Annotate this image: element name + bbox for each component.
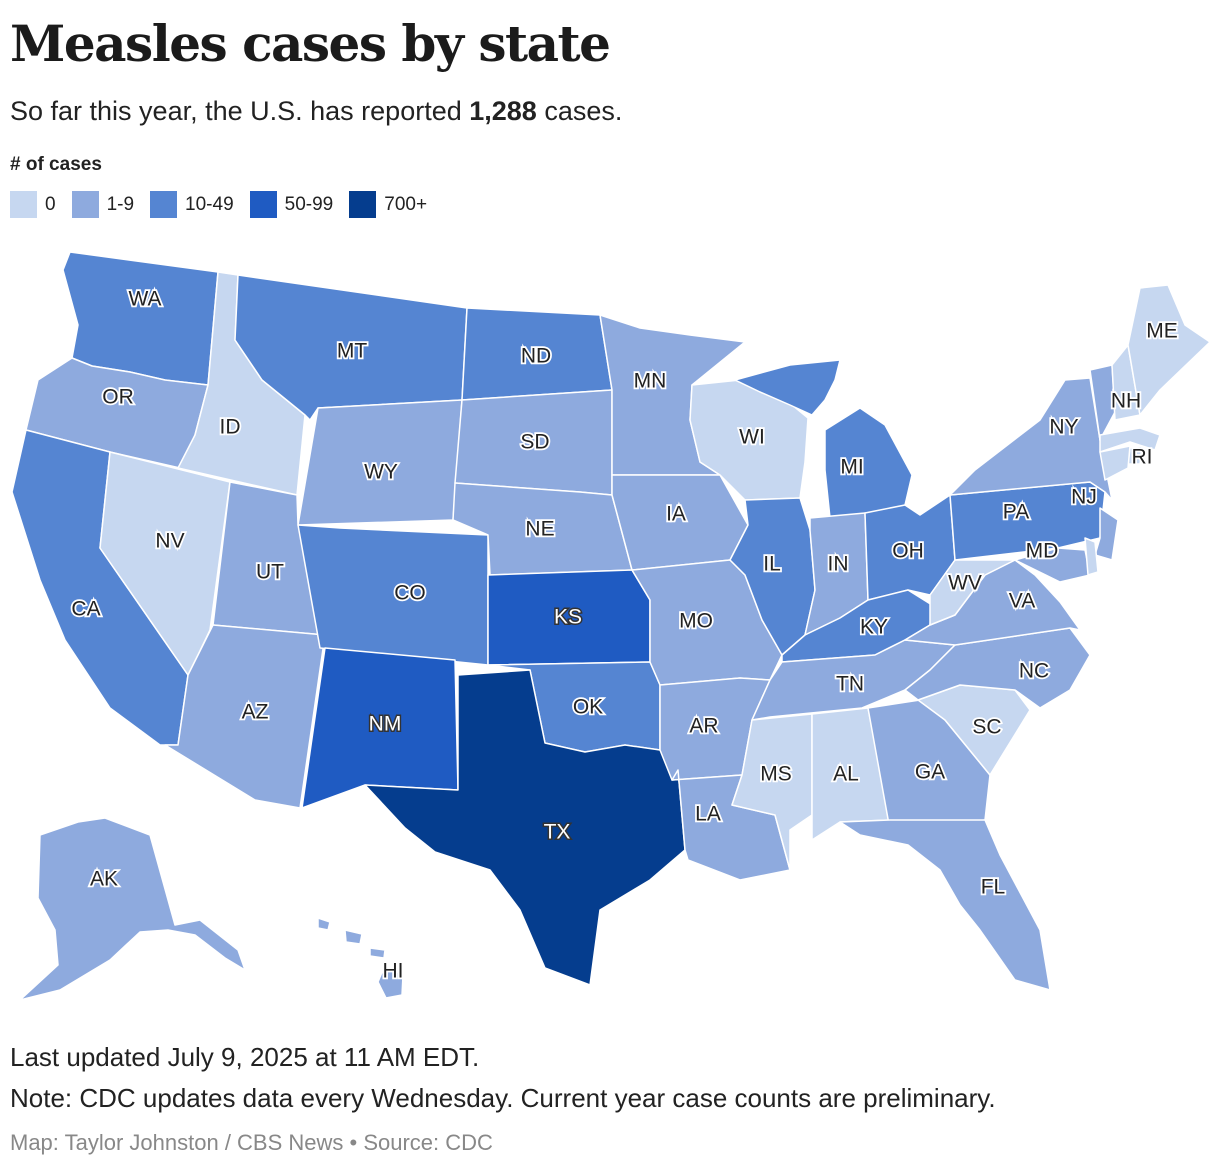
state-label-ks: KS [554, 606, 582, 629]
state-label-hi: HI [383, 960, 404, 983]
state-label-la: LA [695, 803, 721, 826]
subtitle: So far this year, the U.S. has reported … [10, 96, 622, 127]
legend-swatch-1-9 [71, 191, 99, 218]
legend-label-0: 0 [45, 193, 56, 215]
legend-label-10-49: 10-49 [185, 193, 234, 215]
state-label-id: ID [220, 416, 241, 439]
legend-item-700-plus: 700+ [349, 191, 427, 218]
legend: 0 1-9 10-49 50-99 700+ [10, 191, 443, 218]
state-label-ar: AR [689, 715, 718, 738]
state-label-ca: CA [71, 598, 100, 621]
state-label-sd: SD [520, 431, 549, 454]
state-label-nm: NM [369, 713, 402, 736]
last-updated: Last updated July 9, 2025 at 11 AM EDT. [10, 1042, 480, 1072]
state-label-mo: MO [679, 610, 713, 633]
subtitle-prefix: So far this year, the U.S. has reported [10, 96, 470, 126]
total-cases: 1,288 [469, 96, 537, 126]
state-label-wa: WA [128, 288, 161, 311]
state-label-pa: PA [1003, 501, 1029, 524]
state-label-me: ME [1146, 320, 1178, 343]
state-label-sc: SC [972, 716, 1001, 739]
page-title: Measles cases by state [10, 14, 611, 73]
state-label-az: AZ [242, 701, 269, 724]
state-tx [364, 669, 686, 986]
state-nc [904, 627, 1091, 709]
legend-swatch-0 [10, 191, 37, 218]
state-de [1084, 537, 1099, 576]
state-label-mt: MT [337, 340, 367, 363]
state-label-nh: NH [1111, 390, 1141, 413]
state-label-al: AL [833, 763, 859, 786]
state-label-ms: MS [760, 763, 792, 786]
footnote: Note: CDC updates data every Wednesday. … [10, 1083, 996, 1113]
state-label-ne: NE [525, 518, 554, 541]
state-label-ny: NY [1049, 416, 1078, 439]
state-label-va: VA [1009, 590, 1035, 613]
state-me [1127, 284, 1211, 416]
legend-label-700-plus: 700+ [384, 193, 428, 215]
state-label-or: OR [102, 386, 134, 409]
legend-swatch-10-49 [150, 191, 178, 218]
state-label-co: CO [394, 582, 426, 605]
state-label-ia: IA [666, 503, 686, 526]
state-label-nv: NV [155, 530, 184, 553]
legend-item-0: 0 [10, 191, 56, 218]
state-label-wy: WY [364, 461, 398, 484]
legend-item-1-9: 1-9 [71, 191, 135, 218]
state-ms [731, 713, 813, 871]
state-label-wi: WI [739, 426, 765, 449]
state-label-nj: NJ [1071, 486, 1097, 509]
us-choropleth-map: WA OR CA ID NV MT WY UT AZ CO NM ND SD NE KS OK TX MN IA MO… [11, 251, 1211, 1001]
state-co [297, 524, 489, 666]
state-ct [1099, 445, 1131, 481]
legend-item-50-99: 50-99 [249, 191, 334, 218]
state-hi [317, 917, 404, 999]
state-az [164, 624, 326, 809]
state-label-ok: OK [573, 696, 603, 719]
state-label-ga: GA [915, 761, 945, 784]
state-ak [19, 817, 246, 1001]
state-fl [839, 819, 1051, 991]
state-label-ky: KY [860, 616, 888, 639]
legend-label-50-99: 50-99 [284, 193, 334, 215]
state-label-mn: MN [634, 370, 667, 393]
legend-swatch-700-plus [349, 191, 377, 218]
legend-item-10-49: 10-49 [150, 191, 234, 218]
state-label-mi: MI [840, 456, 863, 479]
state-label-tx: TX [544, 821, 571, 844]
state-label-nd: ND [521, 345, 551, 368]
legend-title: # of cases [10, 154, 102, 175]
legend-swatch-50-99 [249, 191, 277, 218]
state-label-md: MD [1026, 540, 1059, 563]
subtitle-suffix: cases. [536, 96, 623, 126]
credit-line: Map: Taylor Johnston / CBS News • Source… [10, 1130, 493, 1155]
legend-label-1-9: 1-9 [106, 193, 135, 215]
state-label-fl: FL [981, 876, 1006, 899]
state-label-ut: UT [256, 561, 284, 584]
state-label-tn: TN [836, 673, 864, 696]
state-label-wv: WV [948, 572, 982, 595]
state-label-ak: AK [90, 868, 118, 891]
state-label-il: IL [763, 553, 781, 576]
state-label-oh: OH [892, 540, 924, 563]
state-label-ri: RI [1132, 446, 1153, 469]
state-label-in: IN [828, 553, 849, 576]
state-nj [1094, 507, 1119, 561]
state-label-nc: NC [1019, 660, 1049, 683]
state-ny [949, 377, 1113, 501]
